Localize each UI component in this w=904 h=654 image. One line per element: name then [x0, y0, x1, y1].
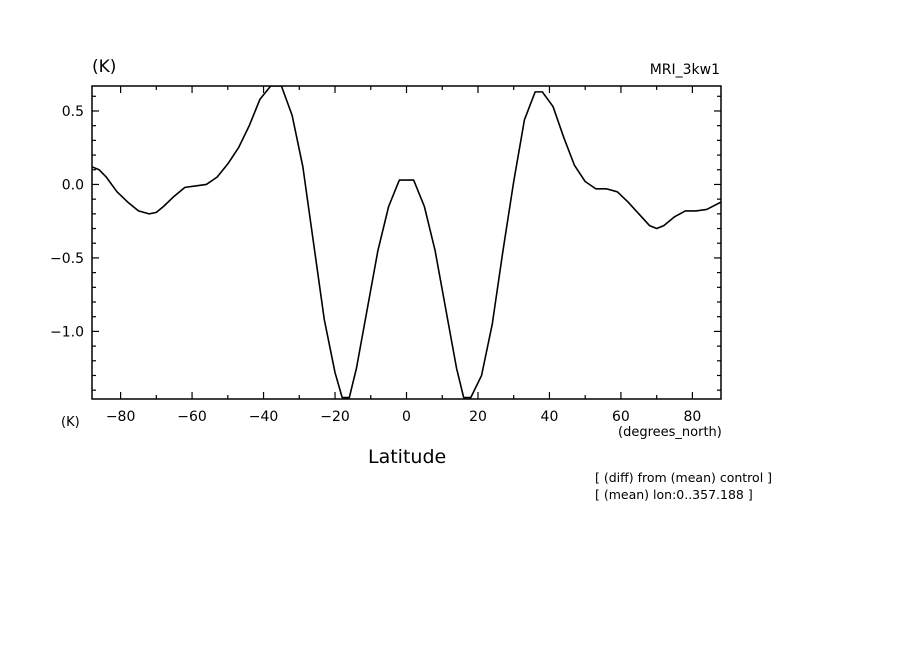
x-tick-label: 0 [402, 409, 411, 425]
note-diff-from-control: [ (diff) from (mean) control ] [595, 470, 773, 485]
x-tick-label: −80 [106, 409, 136, 425]
x-tick-label: −20 [320, 409, 350, 425]
x-tick-label: 80 [683, 409, 701, 425]
x-axis-units-label: (degrees_north) [618, 425, 722, 440]
plot-frame [91, 85, 722, 400]
tick-labels: −80 −60 −40 −20 0 20 40 60 80 0.5 0.0 −0.5 −1.0 [50, 104, 701, 425]
x-axis-title: Latitude [368, 446, 447, 468]
series-line [92, 86, 721, 399]
y-tick-label: −1.0 [50, 324, 84, 340]
axis-ticks [92, 86, 721, 399]
units-label-bottom: (K) [61, 415, 80, 430]
note-mean-lon: [ (mean) lon:0..357.188 ] [595, 487, 753, 502]
x-tick-label: −60 [177, 409, 207, 425]
model-name-label: MRI_3kw1 [649, 62, 720, 78]
y-tick-label: 0.5 [62, 104, 84, 120]
x-tick-label: −40 [249, 409, 279, 425]
y-tick-label: −0.5 [50, 251, 84, 267]
y-axis-units-label: (K) [92, 57, 117, 77]
x-tick-label: 20 [469, 409, 487, 425]
y-tick-label: 0.0 [62, 177, 84, 193]
x-tick-label: 60 [612, 409, 630, 425]
x-tick-label: 40 [541, 409, 559, 425]
